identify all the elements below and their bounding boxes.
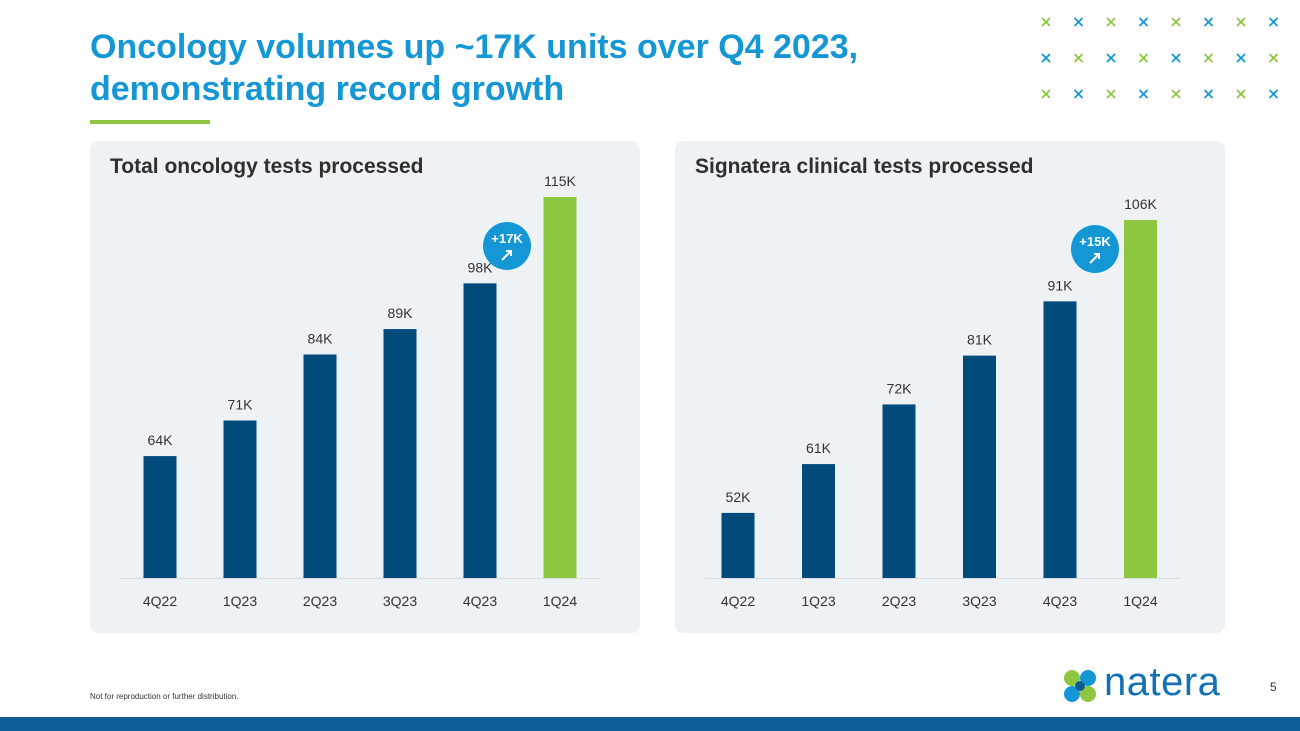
natera-logo-icon: [1064, 670, 1096, 702]
x-mark-icon: [1073, 53, 1084, 63]
bar-1Q23: [802, 464, 835, 578]
data-label: 64K: [148, 432, 174, 448]
bar-4Q23: [1043, 301, 1077, 578]
x-mark-icon: [1138, 89, 1149, 99]
x-mark-icon: [1236, 17, 1246, 27]
x-mark-icon: [1268, 53, 1279, 63]
x-pattern-decoration: [1041, 17, 1279, 99]
x-mark-icon: [1041, 17, 1051, 27]
x-mark-icon: [1236, 53, 1246, 63]
data-label: 115K: [544, 173, 576, 189]
data-label: 106K: [1124, 196, 1157, 212]
page-number: 5: [1270, 680, 1277, 694]
data-label: 84K: [308, 330, 334, 346]
bar-2Q23: [882, 404, 916, 578]
x-mark-icon: [1236, 89, 1246, 99]
brand-name: natera: [1104, 660, 1221, 704]
data-label: 52K: [726, 489, 752, 505]
data-label: 72K: [887, 380, 913, 396]
data-label: 91K: [1048, 277, 1074, 293]
chart-title: Signatera clinical tests processed: [695, 155, 1034, 178]
data-label: 71K: [228, 397, 254, 413]
arrow-up-right-icon: [1089, 253, 1100, 264]
bottom-bar: [0, 717, 1300, 731]
x-mark-icon: [1268, 17, 1279, 27]
chart-signatera: 52K 4Q22 61K 1Q23 72K 2Q23 81K 3Q23 91K 4Q23 106K 1…: [705, 196, 1180, 609]
x-tick-label: 4Q22: [721, 593, 755, 609]
bar-3Q23: [963, 355, 996, 578]
chart-total-oncology: 64K 4Q22 71K 1Q23 84K 2Q23 89K 3Q23 98K 4Q23 115K 1…: [120, 173, 600, 609]
chart-panel-total-oncology: Total oncology tests processed 64K 4Q22 71…: [90, 141, 640, 633]
bar-3Q23: [383, 329, 417, 578]
x-mark-icon: [1106, 17, 1116, 27]
growth-badge-label: +15K: [1079, 234, 1111, 249]
bar-2Q23: [303, 354, 337, 578]
x-tick-label: 4Q23: [1043, 593, 1077, 609]
arrow-up-right-icon: [501, 250, 512, 261]
x-mark-icon: [1203, 89, 1214, 99]
data-label: 61K: [806, 440, 832, 456]
bar-1Q24: [543, 197, 577, 578]
x-tick-label: 4Q22: [143, 593, 177, 609]
x-mark-icon: [1138, 53, 1149, 63]
bar-4Q23: [463, 283, 497, 578]
x-tick-label: 1Q23: [223, 593, 257, 609]
x-mark-icon: [1171, 17, 1181, 27]
bar-1Q24: [1124, 220, 1157, 578]
x-tick-label: 3Q23: [383, 593, 417, 609]
data-label: 98K: [468, 259, 494, 275]
x-mark-icon: [1203, 53, 1214, 63]
growth-badge-label: +17K: [491, 231, 523, 246]
x-mark-icon: [1041, 53, 1051, 63]
growth-badge: +17K: [483, 222, 531, 270]
x-mark-icon: [1171, 53, 1181, 63]
data-label: 81K: [967, 332, 993, 348]
x-tick-label: 3Q23: [962, 593, 996, 609]
page-title: Oncology volumes up ~17K units over Q4 2…: [90, 28, 859, 108]
chart-title: Total oncology tests processed: [110, 155, 424, 178]
x-tick-label: 1Q24: [1123, 593, 1157, 609]
bar-4Q22: [143, 456, 177, 578]
data-label: 89K: [388, 305, 414, 321]
footer-note: Not for reproduction or further distribu…: [90, 692, 239, 701]
growth-badge: +15K: [1071, 225, 1119, 273]
x-mark-icon: [1268, 89, 1279, 99]
bar-4Q22: [721, 512, 755, 578]
bar-1Q23: [223, 420, 257, 578]
x-tick-label: 4Q23: [463, 593, 497, 609]
x-mark-icon: [1203, 17, 1214, 27]
title-underline: [90, 120, 210, 124]
x-mark-icon: [1073, 17, 1084, 27]
x-tick-label: 1Q23: [801, 593, 835, 609]
x-mark-icon: [1073, 89, 1084, 99]
x-mark-icon: [1171, 89, 1181, 99]
x-mark-icon: [1138, 17, 1149, 27]
x-tick-label: 2Q23: [303, 593, 337, 609]
x-mark-icon: [1106, 89, 1116, 99]
x-mark-icon: [1106, 53, 1116, 63]
x-tick-label: 2Q23: [882, 593, 916, 609]
x-mark-icon: [1041, 89, 1051, 99]
x-tick-label: 1Q24: [543, 593, 577, 609]
chart-panel-signatera: Signatera clinical tests processed 52K 4Q…: [675, 141, 1225, 633]
